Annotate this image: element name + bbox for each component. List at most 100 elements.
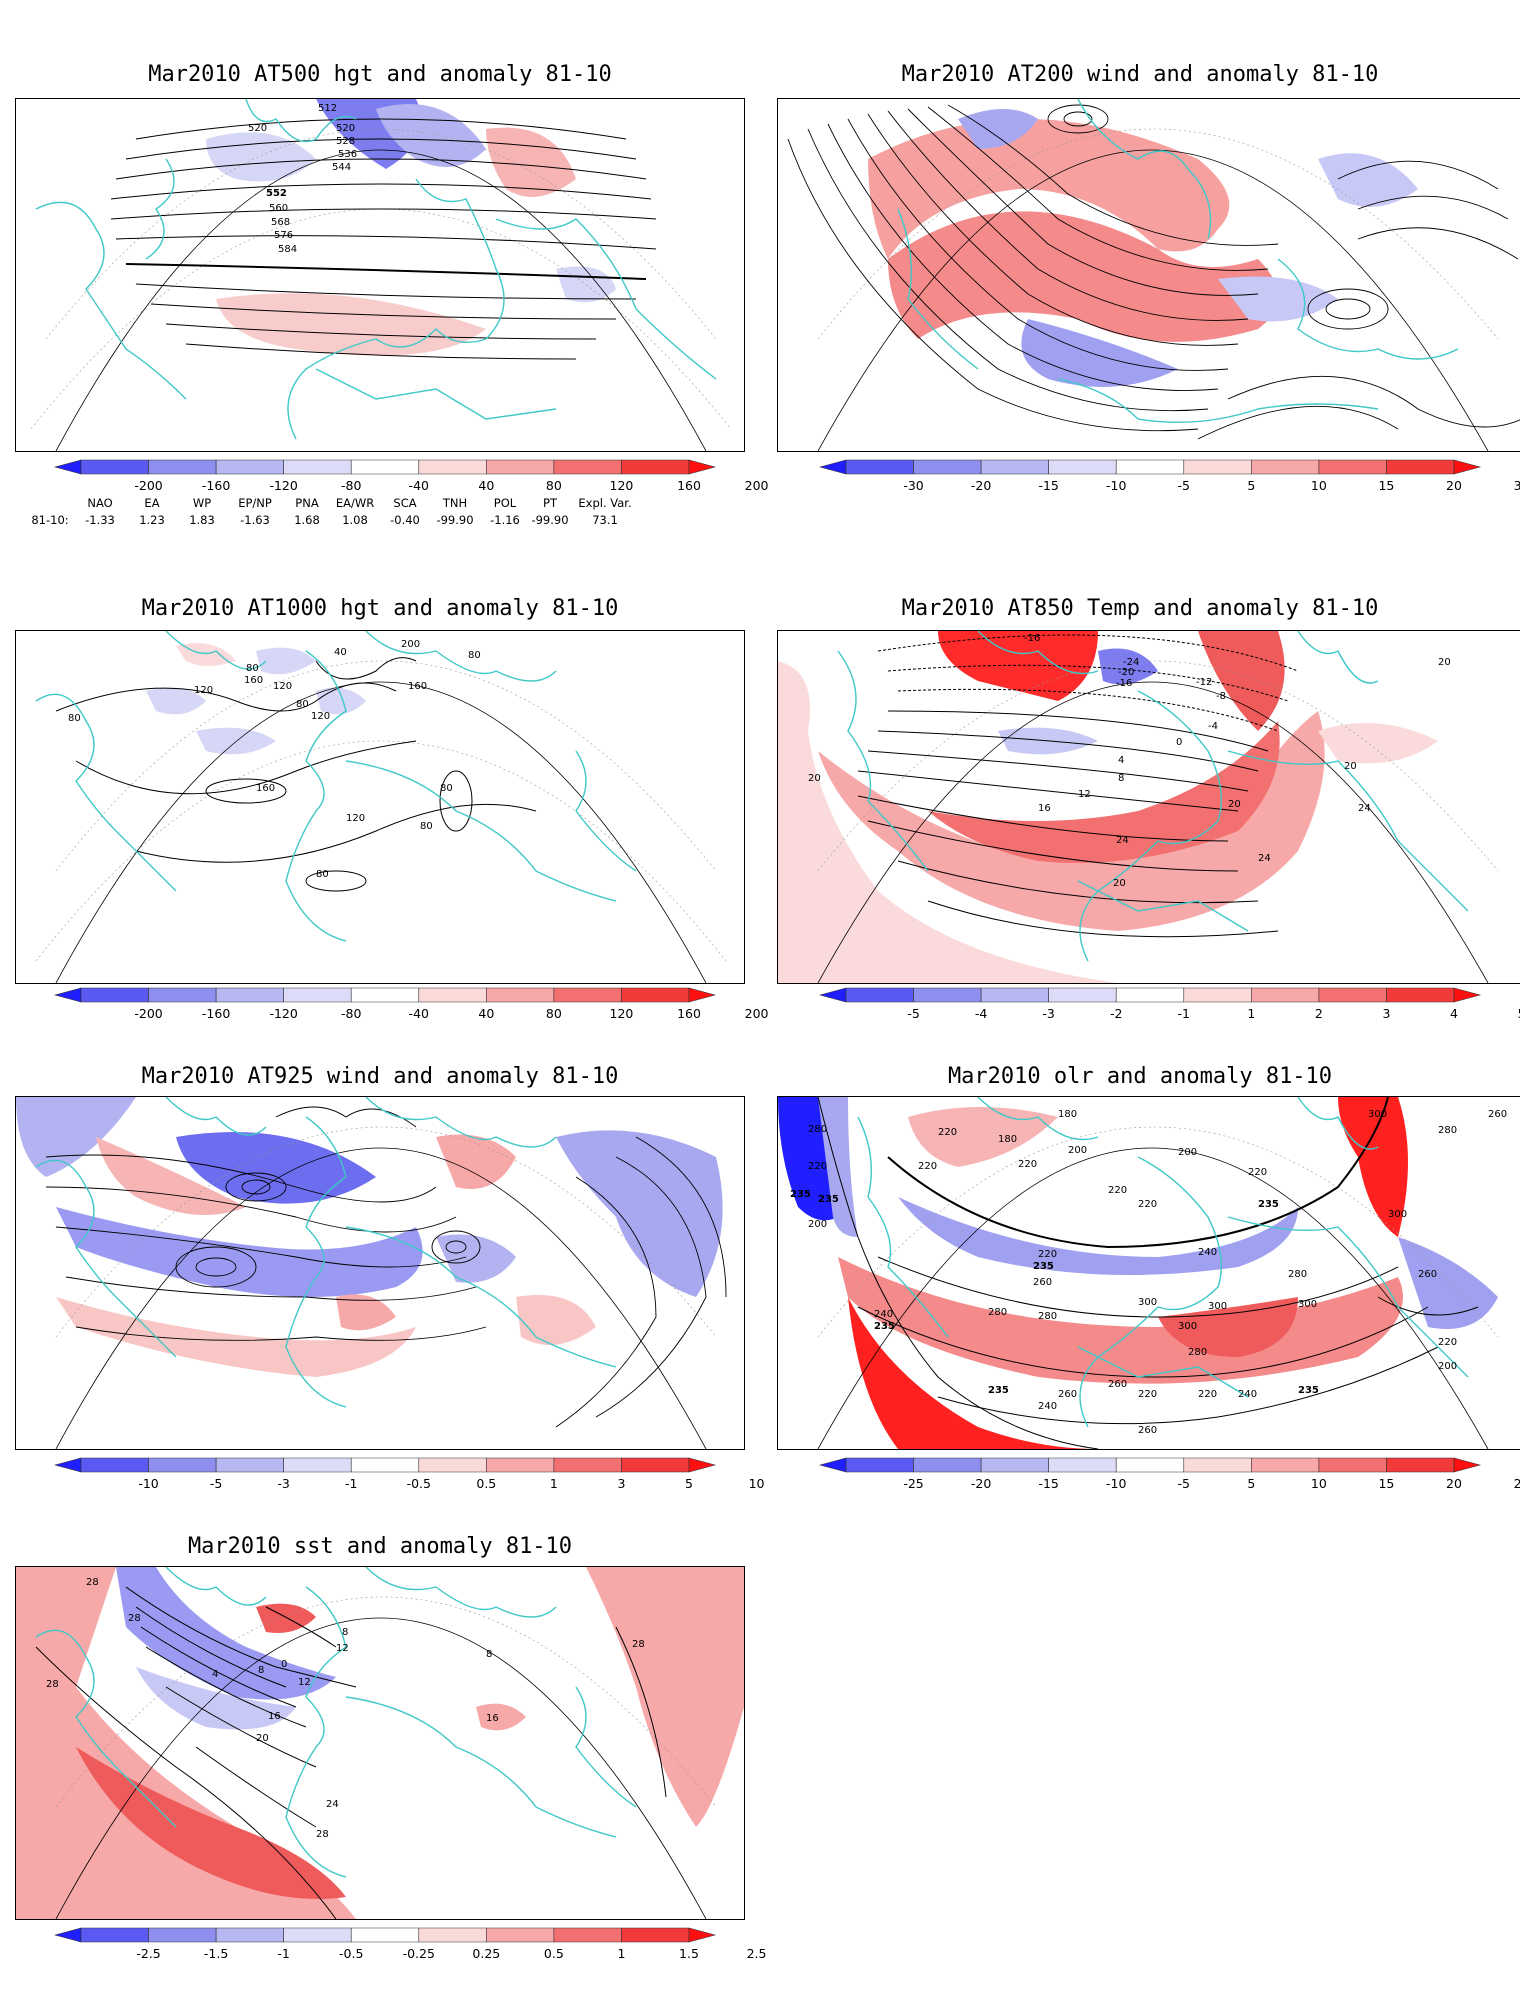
colorbar-tick-label: 5: [1518, 1006, 1520, 1021]
contour-label: 280: [1438, 1125, 1457, 1136]
contour-label: 235: [1258, 1199, 1279, 1210]
colorbar-tick-label: -80: [341, 1006, 362, 1021]
contour-label: 235: [790, 1189, 811, 1200]
contour-label: -4: [1208, 721, 1218, 732]
contour-label: 120: [194, 685, 213, 696]
index-header: EP/NP: [238, 496, 272, 510]
panel-title: Mar2010 olr and anomaly 81-10: [947, 1064, 1333, 1089]
index-row-label: 81-10:: [31, 513, 69, 527]
contour-label: 20: [808, 773, 821, 784]
colorbar-tick-label: 5: [1247, 1476, 1256, 1491]
anomaly-shading: [476, 1703, 526, 1731]
coastlines: [837, 631, 1469, 962]
colorbar-swatch: [1048, 1457, 1117, 1473]
colorbar-swatch: [418, 459, 487, 475]
colorbar-tick-label: 3: [617, 1476, 626, 1491]
colorbar-swatch: [283, 987, 352, 1003]
colorbar-tick-label: 1.5: [679, 1946, 699, 1961]
colorbar-tick-label: 0.5: [543, 1946, 564, 1961]
index-header: EA/WR: [335, 496, 375, 510]
colorbar-tick-label: 30: [1513, 478, 1520, 493]
colorbar-swatch: [283, 1927, 352, 1943]
contour-label: 24: [1358, 803, 1371, 814]
colorbar-swatch: [1318, 987, 1387, 1003]
colorbar-swatch: [80, 459, 149, 475]
colorbar-swatch: [486, 459, 555, 475]
panel-sst: Mar2010 sst and anomaly 81-10: [0, 1510, 766, 2000]
anomaly-shading: [436, 1234, 516, 1283]
colorbar-swatch: [980, 1457, 1049, 1473]
contour-label: 520: [336, 123, 355, 134]
colorbar-swatch: [486, 987, 555, 1003]
colorbar-swatch: [215, 987, 284, 1003]
colorbar-swatch: [148, 459, 217, 475]
contour-label: -16: [1024, 633, 1040, 644]
contour-label: 20: [1438, 657, 1451, 668]
colorbar-svg: [818, 459, 1482, 475]
colorbar-swatch: [1115, 459, 1185, 475]
contour-label: 280: [808, 1124, 827, 1135]
height-contours: [110, 118, 657, 360]
colorbar-labels: -200 -160 -120 -80 -40 40 80 120 160 200: [55, 1006, 768, 1022]
anomaly-shading: [56, 1207, 423, 1297]
colorbar-swatch: [350, 1457, 420, 1473]
colorbar-swatch: [621, 1927, 690, 1943]
contour-label: 220: [918, 1161, 937, 1172]
anomaly-shading: [818, 711, 1325, 931]
contour-label: 80: [316, 869, 329, 880]
panel-at850: Mar2010 AT850 Temp and anomaly 81-10: [760, 560, 1520, 1040]
map-edge: [55, 149, 707, 451]
anomaly-shading: [516, 1295, 596, 1345]
contour-label: 220: [1438, 1337, 1457, 1348]
contour-labels: 280 220 235 235 200 220 180 180 200 220 …: [790, 1109, 1507, 1436]
anomaly-shading: [336, 1294, 396, 1331]
grid-ring: [817, 1126, 1499, 1338]
index-value: -99.90: [436, 513, 474, 527]
contour-label: 220: [1138, 1199, 1157, 1210]
panel-title: Mar2010 AT500 hgt and anomaly 81-10: [148, 62, 612, 87]
contour-label: 220: [1018, 1159, 1037, 1170]
colorbar-tick-label: 2.5: [746, 1946, 767, 1961]
anomaly-shading: [778, 661, 1118, 983]
colorbar-labels: -10 -5 -3 -1 -0.5 0.5 1 3 5 10: [55, 1476, 764, 1492]
grid-ring: [35, 740, 727, 962]
contour-label: 200: [1068, 1145, 1087, 1156]
contour-label: 220: [1198, 1389, 1217, 1400]
anomaly-shading: [1198, 631, 1285, 731]
grid-ring: [817, 660, 1499, 872]
contour-label: 280: [1288, 1269, 1307, 1280]
colorbar-swatch: [1386, 1457, 1455, 1473]
anomaly-shading: [958, 109, 1038, 149]
colorbar-tick-label: 80: [545, 1006, 562, 1021]
colorbar-tick-label: -80: [341, 478, 362, 493]
contour-label: 8: [1118, 773, 1124, 784]
colorbar-swatch: [80, 987, 149, 1003]
panel-title: Mar2010 sst and anomaly 81-10: [187, 1534, 573, 1559]
contour-label: 200: [1178, 1147, 1197, 1158]
contour-label: 28: [316, 1829, 329, 1840]
index-header: WP: [192, 496, 212, 510]
coastlines: [857, 1097, 1469, 1428]
colorbar-swatch: [486, 1927, 555, 1943]
colorbar-swatch: [1183, 987, 1252, 1003]
contour-label: 24: [1116, 835, 1129, 846]
colorbar-swatch: [621, 459, 690, 475]
contour-label: 536: [338, 149, 357, 160]
contour-label: 260: [1488, 1109, 1507, 1120]
colorbar-tick-label: -0.5: [339, 1946, 364, 1961]
map: [15, 1096, 745, 1450]
colorbar: [53, 1927, 717, 1943]
index-header: PNA: [295, 496, 319, 510]
panel-olr: Mar2010 olr and anomaly 81-10: [760, 1040, 1520, 1510]
colorbar-tick-label: 1: [617, 1946, 626, 1961]
colorbar-swatch: [818, 987, 847, 1003]
anomaly-shading: [76, 1747, 346, 1899]
contour-label: 20: [1228, 799, 1241, 810]
contour-labels: 512 520 520 528 536 544 552 560 568 576 …: [248, 103, 357, 255]
contour-label: 16: [268, 1711, 281, 1722]
colorbar-tick-label: 0.25: [472, 1946, 501, 1961]
contour-label: 520: [248, 123, 267, 134]
contour-label: 28: [46, 1679, 59, 1690]
contour-label: 120: [273, 681, 292, 692]
contour-label: 220: [1108, 1185, 1127, 1196]
